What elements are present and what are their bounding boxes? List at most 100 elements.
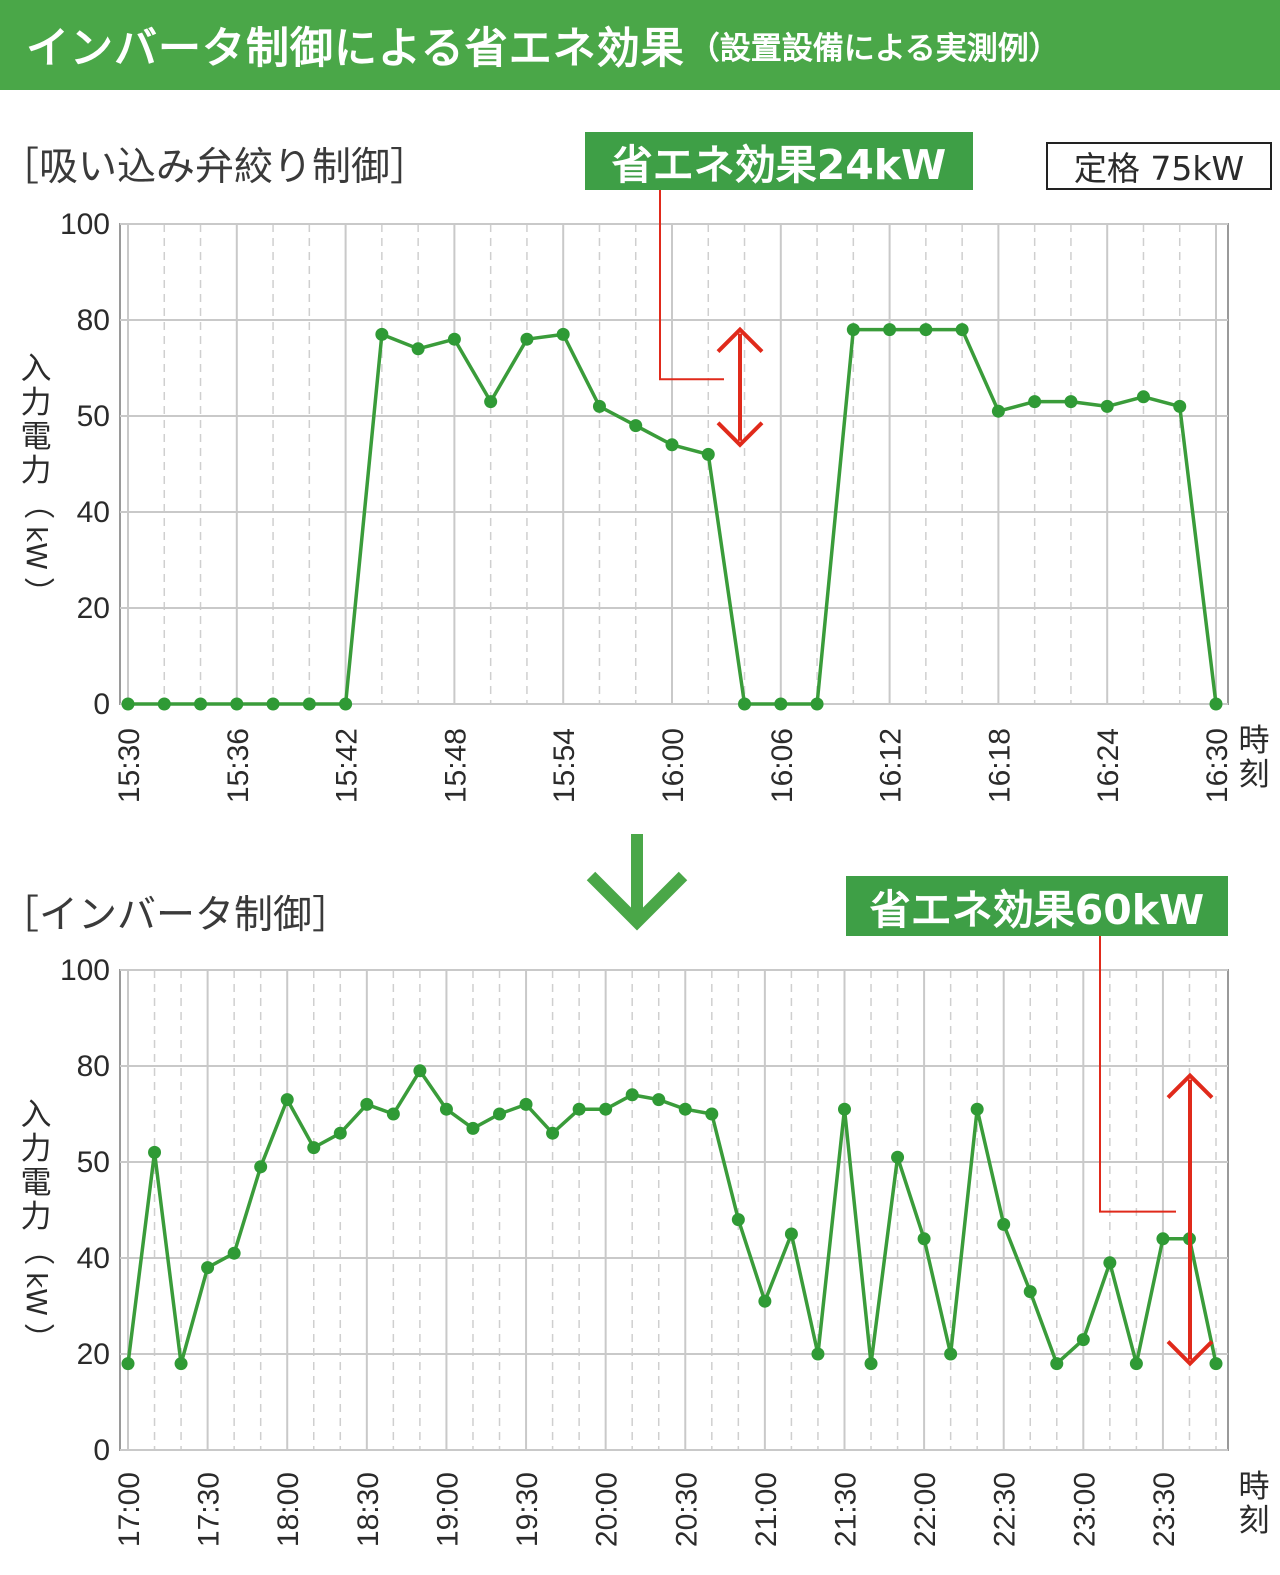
data-point xyxy=(386,1107,400,1121)
chart1-x-axis-unit: 時刻 xyxy=(1238,723,1270,793)
data-point xyxy=(701,447,715,461)
x-tick-label: 20:30 xyxy=(670,1472,703,1547)
arrowhead-up xyxy=(716,326,764,354)
data-point xyxy=(997,1217,1011,1231)
data-point xyxy=(254,1160,268,1174)
data-point xyxy=(991,404,1005,418)
y-tick-label: 40 xyxy=(77,1242,110,1275)
data-point xyxy=(705,1107,719,1121)
y-tick-label: 0 xyxy=(93,1434,110,1467)
data-point xyxy=(520,332,534,346)
down-arrow-icon xyxy=(586,834,688,931)
data-point xyxy=(1100,399,1114,413)
data-point xyxy=(360,1097,374,1111)
x-tick-label: 16:24 xyxy=(1092,728,1125,803)
y-tick-label: 0 xyxy=(93,688,110,721)
x-tick-label: 17:30 xyxy=(193,1472,226,1547)
data-point xyxy=(556,327,570,341)
data-point xyxy=(493,1107,507,1121)
data-point xyxy=(811,1347,825,1361)
data-point xyxy=(333,1126,347,1140)
x-tick-label: 18:00 xyxy=(272,1472,305,1547)
data-point xyxy=(652,1093,666,1107)
data-point xyxy=(1129,1357,1143,1371)
data-point xyxy=(411,342,425,356)
data-point xyxy=(302,697,316,711)
data-point xyxy=(157,697,171,711)
data-point xyxy=(194,697,208,711)
data-point xyxy=(774,697,788,711)
chart1-plot: 0 20 40 50 80 100 15:30 15:36 15:42 15:48 15:54 16:… xyxy=(60,190,1234,803)
x-tick-label: 15:36 xyxy=(222,728,255,803)
chart2-section-label: ［インバータ制御］ xyxy=(0,893,352,938)
data-point xyxy=(810,697,824,711)
data-point xyxy=(201,1261,215,1275)
x-tick-label: 23:30 xyxy=(1148,1472,1181,1547)
data-point xyxy=(1076,1333,1090,1347)
y-tick-label: 100 xyxy=(60,954,110,987)
x-tick-label: 17:00 xyxy=(113,1472,146,1547)
data-point xyxy=(864,1357,878,1371)
data-point xyxy=(1103,1256,1117,1270)
data-point xyxy=(917,1232,931,1246)
x-tick-label: 15:48 xyxy=(439,728,472,803)
data-point xyxy=(629,419,643,433)
data-point xyxy=(1136,390,1150,404)
data-point xyxy=(592,399,606,413)
data-point xyxy=(1156,1232,1170,1246)
savings-leader-line xyxy=(1099,936,1176,1213)
data-point xyxy=(665,438,679,452)
data-point xyxy=(784,1227,798,1241)
data-point xyxy=(307,1141,321,1155)
data-point xyxy=(970,1102,984,1116)
data-point xyxy=(678,1102,692,1116)
chart2-x-axis-unit: 時刻 xyxy=(1238,1469,1270,1539)
data-point xyxy=(1064,395,1078,409)
series-line xyxy=(126,1069,1218,1366)
arrowhead-down xyxy=(1166,1340,1214,1367)
data-point xyxy=(625,1088,639,1102)
y-tick-label: 50 xyxy=(77,1146,110,1179)
x-tick-label: 20:00 xyxy=(591,1472,624,1547)
y-tick-label: 80 xyxy=(77,1050,110,1083)
data-point xyxy=(227,1246,241,1260)
data-point xyxy=(1028,395,1042,409)
data-point xyxy=(731,1213,745,1227)
x-tick-label: 19:30 xyxy=(511,1472,544,1547)
page-title: インバータ制御による省エネ効果 xyxy=(26,24,685,74)
data-point xyxy=(891,1150,905,1164)
data-point xyxy=(121,1357,135,1371)
x-tick-label: 16:00 xyxy=(657,728,690,803)
data-point xyxy=(466,1121,480,1135)
x-tick-label: 23:00 xyxy=(1068,1472,1101,1547)
data-point xyxy=(883,323,897,337)
rated-capacity-box: 定格 75kW xyxy=(1046,142,1272,190)
y-tick-label: 40 xyxy=(77,496,110,529)
y-tick-label: 100 xyxy=(60,208,110,241)
page-subtitle: （設置設備による実測例） xyxy=(688,30,1060,67)
data-point xyxy=(846,323,860,337)
x-tick-label: 22:30 xyxy=(989,1472,1022,1547)
data-point xyxy=(1209,1357,1223,1371)
data-point xyxy=(447,332,461,346)
y-tick-label: 80 xyxy=(77,304,110,337)
x-tick-label: 18:30 xyxy=(352,1472,385,1547)
data-point xyxy=(121,697,135,711)
arrowhead-up xyxy=(1166,1072,1214,1100)
chart2-y-axis-label: 入 力 電 力 （ kW ） xyxy=(18,1097,54,1354)
data-point xyxy=(230,697,244,711)
data-point xyxy=(955,323,969,337)
data-point xyxy=(1209,697,1223,711)
data-point xyxy=(266,697,280,711)
y-tick-label: 20 xyxy=(77,592,110,625)
plot-frame xyxy=(119,969,1229,1451)
data-point xyxy=(1023,1285,1037,1299)
data-point xyxy=(546,1126,560,1140)
chart1-y-axis-label: 入 力 電 力 （ kW ） xyxy=(18,351,54,608)
x-tick-label: 19:00 xyxy=(431,1472,464,1547)
x-tick-label: 21:30 xyxy=(829,1472,862,1547)
data-point xyxy=(944,1347,958,1361)
data-point xyxy=(148,1145,162,1159)
chart1-section-label: ［吸い込み弁絞り制御］ xyxy=(0,145,430,190)
